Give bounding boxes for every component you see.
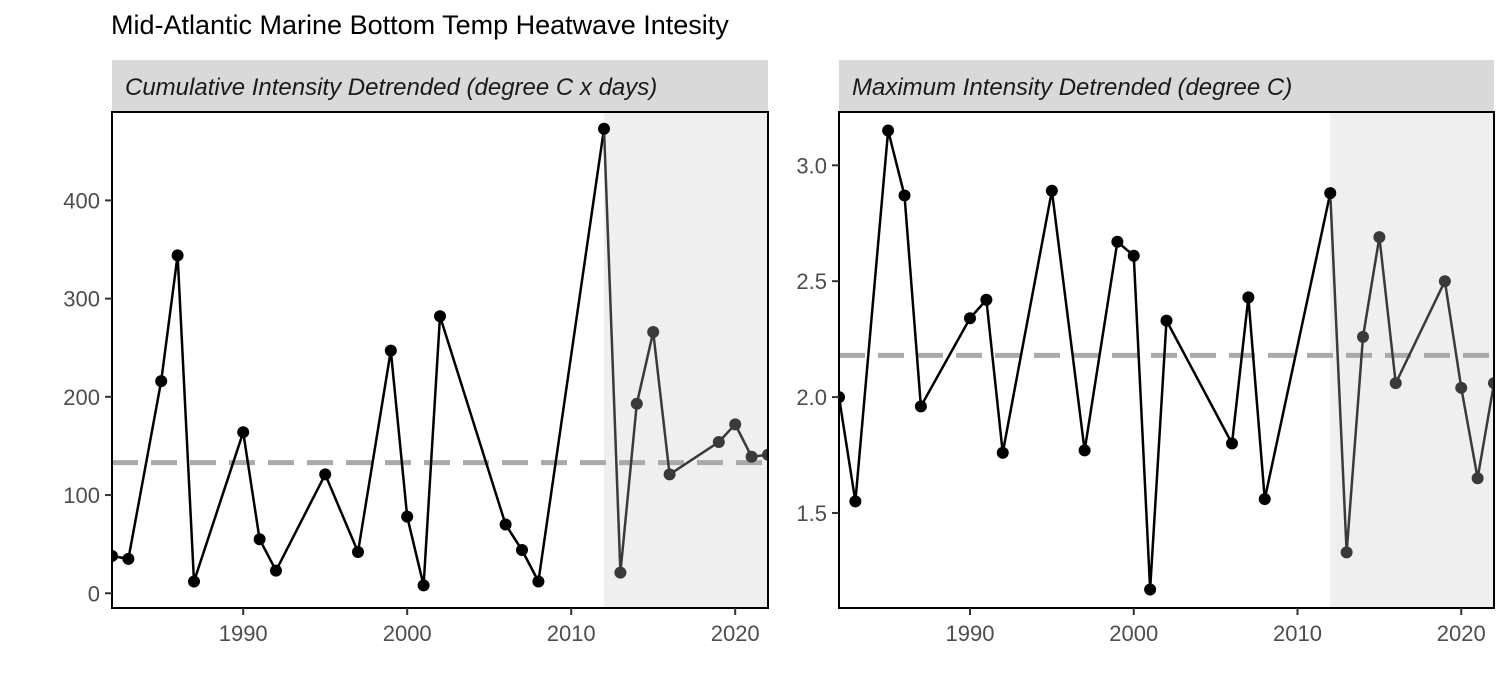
data-point bbox=[384, 344, 397, 357]
data-point bbox=[1438, 275, 1451, 288]
data-point bbox=[598, 122, 610, 135]
data-point bbox=[914, 400, 927, 413]
plot-area bbox=[112, 112, 768, 608]
data-point bbox=[532, 575, 545, 588]
x-tick-label: 1990 bbox=[946, 621, 995, 646]
panel-border bbox=[838, 111, 1495, 609]
y-tick-label: 3.0 bbox=[796, 153, 827, 178]
data-point bbox=[712, 436, 725, 449]
data-point bbox=[188, 575, 200, 588]
y-tick-label: 0 bbox=[88, 581, 100, 606]
data-point bbox=[762, 448, 768, 461]
data-point bbox=[1242, 291, 1255, 304]
data-point bbox=[964, 312, 976, 325]
data-point bbox=[1078, 444, 1091, 457]
data-point bbox=[253, 533, 266, 546]
data-point bbox=[729, 418, 742, 431]
data-point bbox=[516, 544, 528, 557]
data-point bbox=[434, 310, 446, 323]
data-point bbox=[614, 566, 627, 579]
data-point bbox=[980, 293, 993, 306]
data-point bbox=[996, 446, 1009, 459]
data-point bbox=[237, 426, 250, 439]
y-tick-label: 200 bbox=[63, 385, 100, 410]
chart-title: Mid-Atlantic Marine Bottom Temp Heatwave… bbox=[111, 10, 729, 40]
data-point bbox=[630, 397, 643, 410]
data-point bbox=[1373, 231, 1386, 244]
facet-strip bbox=[839, 60, 1494, 112]
data-point bbox=[1324, 187, 1337, 200]
shaded-recent-period bbox=[1330, 112, 1494, 608]
facet-strip-label: Maximum Intensity Detrended (degree C) bbox=[852, 74, 1292, 101]
data-point bbox=[352, 546, 364, 559]
data-point bbox=[112, 549, 118, 562]
y-tick-label: 2.5 bbox=[796, 269, 827, 294]
data-point bbox=[319, 468, 332, 481]
data-point bbox=[1111, 235, 1124, 248]
data-point bbox=[745, 450, 758, 463]
y-tick-label: 100 bbox=[63, 483, 100, 508]
data-point bbox=[1045, 184, 1058, 197]
data-point bbox=[898, 189, 911, 202]
data-point bbox=[1357, 330, 1369, 343]
facet-strip-label: Cumulative Intensity Detrended (degree C… bbox=[125, 74, 657, 101]
x-tick-label: 2000 bbox=[383, 621, 432, 646]
data-point bbox=[1226, 437, 1238, 450]
data-point bbox=[499, 518, 512, 531]
data-point bbox=[882, 124, 895, 137]
x-tick-label: 2010 bbox=[1273, 621, 1322, 646]
y-tick-label: 300 bbox=[63, 287, 100, 312]
data-point bbox=[663, 468, 676, 481]
data-point bbox=[401, 510, 414, 523]
data-point bbox=[1389, 377, 1402, 390]
data-point bbox=[1471, 472, 1484, 485]
series-line bbox=[839, 130, 1332, 590]
panel-border bbox=[111, 111, 769, 609]
y-tick-label: 1.5 bbox=[796, 501, 827, 526]
data-point bbox=[849, 495, 862, 508]
data-point bbox=[1455, 381, 1468, 394]
data-point bbox=[1144, 583, 1157, 596]
data-point bbox=[1127, 249, 1140, 262]
data-point bbox=[417, 579, 430, 592]
shaded-recent-period bbox=[604, 112, 768, 608]
y-tick-label: 2.0 bbox=[796, 385, 827, 410]
data-point bbox=[171, 249, 184, 262]
data-point bbox=[270, 564, 282, 577]
data-point bbox=[839, 391, 845, 404]
data-point bbox=[647, 326, 660, 339]
data-point bbox=[155, 375, 168, 388]
plot-area bbox=[839, 112, 1494, 608]
data-point bbox=[1340, 546, 1353, 559]
x-tick-label: 2020 bbox=[711, 621, 760, 646]
x-tick-label: 2020 bbox=[1437, 621, 1486, 646]
facet-strip bbox=[112, 60, 768, 112]
y-tick-label: 400 bbox=[63, 188, 100, 213]
data-point bbox=[1258, 493, 1271, 506]
data-point bbox=[1160, 314, 1173, 327]
x-tick-label: 2000 bbox=[1109, 621, 1158, 646]
data-point bbox=[1488, 377, 1494, 390]
x-tick-label: 1990 bbox=[219, 621, 268, 646]
x-tick-label: 2010 bbox=[547, 621, 596, 646]
data-point bbox=[122, 552, 135, 565]
